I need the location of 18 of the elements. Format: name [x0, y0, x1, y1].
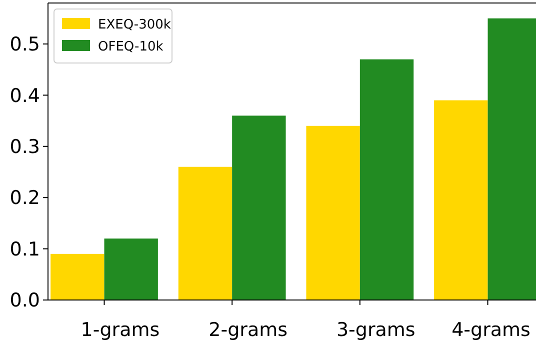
y-tick-label: 0.2 — [10, 187, 40, 210]
bar — [306, 126, 360, 300]
bar — [50, 254, 104, 300]
y-tick-label: 0.5 — [10, 34, 40, 56]
x-tick-label: 1-grams — [80, 319, 160, 341]
x-tick-label: 2-grams — [208, 319, 288, 341]
y-tick-label: 0.3 — [10, 136, 40, 158]
legend-label: EXEQ-300k — [98, 18, 172, 33]
y-tick-label: 0.0 — [10, 290, 40, 312]
x-tick-label: 4-grams — [452, 319, 530, 341]
bar — [178, 166, 232, 300]
x-tick-label: 3-grams — [336, 319, 416, 341]
y-tick-label: 0.4 — [10, 84, 40, 107]
legend-label: OFEQ-10k — [98, 40, 164, 55]
bar — [104, 238, 158, 300]
bar — [360, 59, 414, 300]
bar — [232, 116, 286, 300]
y-tick-label: 0.1 — [10, 238, 40, 260]
